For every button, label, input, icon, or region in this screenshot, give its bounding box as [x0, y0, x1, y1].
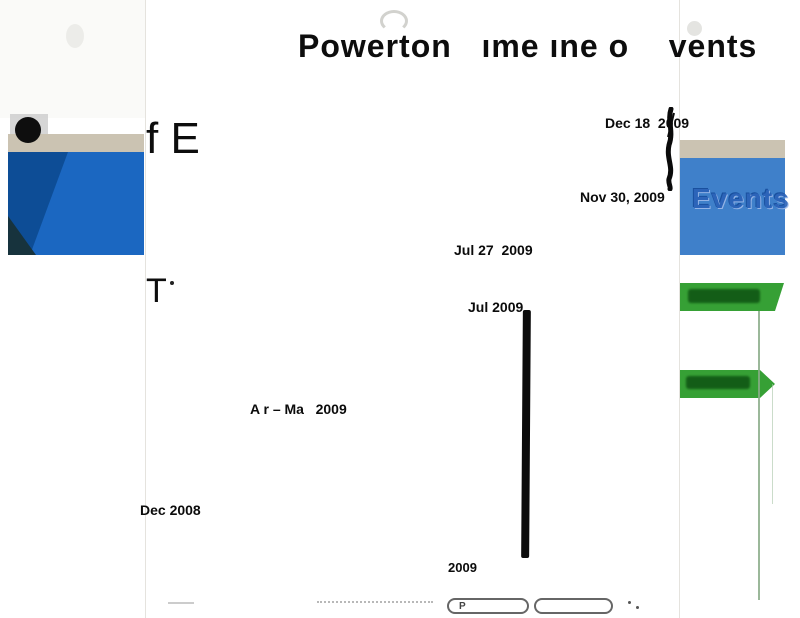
right-connector-line-2 — [772, 384, 773, 504]
date-label-dec-18-2009: Dec 18 2009 — [605, 115, 690, 131]
illegible-text-blob-upper — [688, 289, 760, 303]
bottom-pill-button-2[interactable] — [534, 598, 613, 614]
timeline-vertical-bar — [521, 309, 531, 559]
left-thumbnail-graphic — [8, 134, 144, 255]
faint-dash-mark — [168, 602, 194, 604]
bullet-circle-icon — [15, 117, 41, 143]
tiny-ink-dot-right-2 — [636, 606, 639, 609]
page-fold-line-right — [679, 0, 680, 618]
events-panel-label: Events — [692, 183, 790, 214]
date-label-nov-30-2009: Nov 30, 2009 — [580, 189, 665, 205]
left-slide-thumbnail — [8, 118, 144, 260]
page-title: Powerton ıme ıne o vents — [298, 28, 758, 64]
scan-smudge-top-right — [687, 21, 702, 36]
right-thumbnail-graphic — [680, 140, 785, 255]
right-connector-line — [758, 311, 760, 600]
degraded-text-of-events: f E — [146, 114, 200, 163]
degraded-text-t: T — [146, 272, 167, 310]
ink-dot — [170, 281, 174, 285]
bottom-pill-button-1[interactable]: P — [447, 598, 529, 614]
date-label-jul-2009: Jul 2009 — [468, 299, 524, 315]
scan-smudge-left — [66, 24, 84, 48]
hole-punch-mark — [380, 10, 408, 32]
faint-dotted-rule — [317, 601, 433, 603]
ink-scribble-mark — [664, 106, 678, 196]
page-fold-line-left — [145, 0, 146, 618]
date-label-dec-2008: Dec 2008 — [140, 502, 201, 518]
date-label-apr-may-2009: A r – Ma 2009 — [250, 401, 347, 417]
tiny-ink-dot-right — [628, 601, 631, 604]
date-label-2009: 2009 — [448, 560, 477, 575]
right-events-thumbnail — [680, 140, 785, 260]
illegible-text-blob-lower — [686, 376, 750, 389]
scan-tint-left — [0, 0, 145, 118]
date-label-jul-27-2009: Jul 27 2009 — [454, 242, 533, 258]
